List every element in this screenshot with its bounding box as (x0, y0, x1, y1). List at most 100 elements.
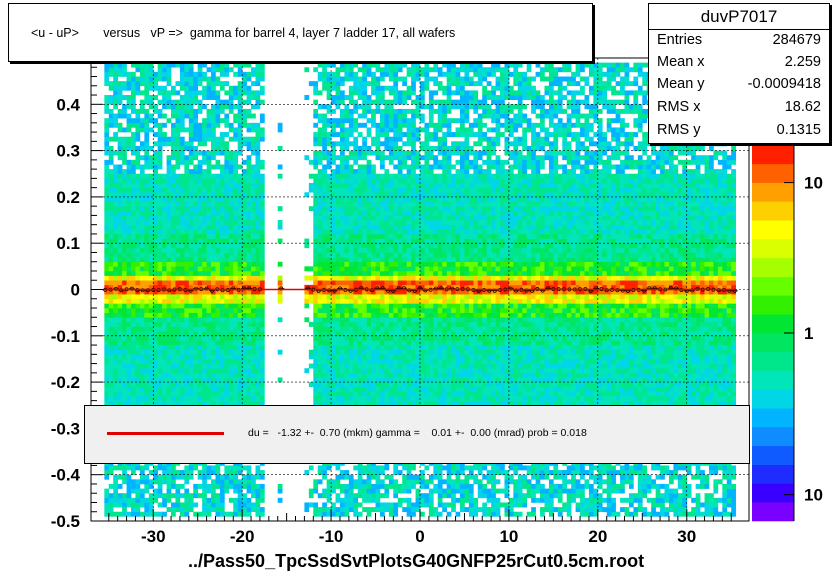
heat-cell (104, 303, 110, 309)
heat-cell (348, 224, 354, 230)
heat-cell (366, 210, 372, 216)
heat-cell (353, 85, 359, 91)
heat-cell (157, 284, 163, 290)
heat-cell (344, 354, 350, 360)
heat-cell (211, 294, 216, 300)
heat-cell (175, 261, 181, 267)
heat-cell (335, 210, 341, 216)
heat-cell (179, 136, 185, 142)
heat-cell (188, 354, 194, 360)
heat-cell (188, 159, 194, 165)
heat-cell (251, 349, 256, 355)
heat-cell (108, 183, 114, 188)
heat-cell (237, 372, 243, 378)
heat-cell (135, 497, 141, 503)
heat-cell (104, 511, 110, 517)
heat-cell (113, 62, 118, 68)
heat-cell (126, 243, 132, 249)
heat-cell (126, 493, 132, 499)
heat-cell (353, 201, 359, 207)
heat-cell (393, 215, 399, 221)
heat-cell (153, 118, 158, 124)
heat-cell (179, 303, 185, 309)
heat-cell (117, 243, 123, 249)
heat-cell (246, 108, 252, 114)
heat-cell (371, 136, 376, 142)
heat-cell (206, 192, 212, 198)
heat-cell (108, 81, 114, 87)
heat-cell (379, 298, 385, 304)
heat-cell (113, 122, 118, 128)
heat-cell (144, 247, 150, 253)
heat-cell (117, 210, 123, 216)
heat-cell (108, 233, 114, 239)
heat-cell (175, 132, 181, 138)
heat-cell (175, 233, 181, 239)
heat-cell (224, 465, 230, 471)
heat-cell (202, 312, 207, 318)
heat-cell (139, 284, 145, 290)
heat-cell (379, 215, 385, 221)
heat-cell (402, 345, 407, 350)
heat-cell (237, 127, 243, 133)
heat-cell (375, 470, 381, 475)
heat-cell (219, 479, 225, 485)
heat-cell (335, 298, 341, 304)
heat-cell (157, 145, 163, 151)
heat-cell (139, 479, 145, 485)
heat-cell (206, 335, 212, 341)
heat-cell (246, 238, 252, 244)
heat-cell (113, 67, 118, 73)
heat-cell (108, 159, 114, 165)
heat-cell (166, 210, 172, 216)
heat-cell (122, 95, 127, 100)
heat-cell (157, 215, 163, 221)
heat-cell (219, 331, 225, 337)
heat-cell (371, 224, 376, 230)
heat-cell (148, 298, 154, 304)
heat-cell (313, 247, 319, 253)
heat-cell (175, 141, 181, 147)
heat-cell (255, 76, 261, 82)
heat-cell (166, 382, 172, 388)
heat-cell (175, 470, 181, 475)
heat-cell (211, 266, 216, 272)
heat-cell (242, 368, 247, 374)
heat-cell (122, 104, 127, 110)
heat-cell (193, 340, 199, 346)
heat-cell (331, 284, 336, 290)
heat-cell (228, 95, 234, 100)
heat-cell (184, 192, 190, 198)
heat-cell (108, 229, 114, 235)
heat-cell (179, 233, 185, 239)
heat-cell (122, 289, 127, 295)
heat-cell (197, 252, 203, 258)
heat-cell (344, 294, 350, 300)
heat-cell (171, 173, 176, 179)
heat-cell (139, 312, 145, 318)
heat-cell (326, 118, 332, 124)
heat-cell (402, 386, 407, 392)
heat-cell (393, 233, 399, 239)
heat-cell (206, 294, 212, 300)
heat-cell (202, 400, 207, 406)
heat-cell (122, 470, 127, 475)
heat-cell (153, 377, 158, 383)
heat-cell (237, 81, 243, 87)
heat-cell (233, 386, 239, 392)
heat-cell (193, 132, 199, 138)
heat-cell (344, 470, 350, 475)
heat-cell (339, 238, 345, 244)
heat-cell (348, 266, 354, 272)
heat-cell (251, 141, 256, 147)
heat-cell (246, 257, 252, 263)
heat-cell (104, 136, 110, 142)
heat-cell (228, 298, 234, 304)
heat-cell (153, 497, 158, 503)
heat-cell (122, 280, 127, 286)
heat-cell (215, 210, 221, 216)
heat-cell (255, 95, 261, 100)
heat-cell (171, 275, 176, 281)
heat-cell (366, 99, 372, 105)
heat-cell (251, 104, 256, 110)
